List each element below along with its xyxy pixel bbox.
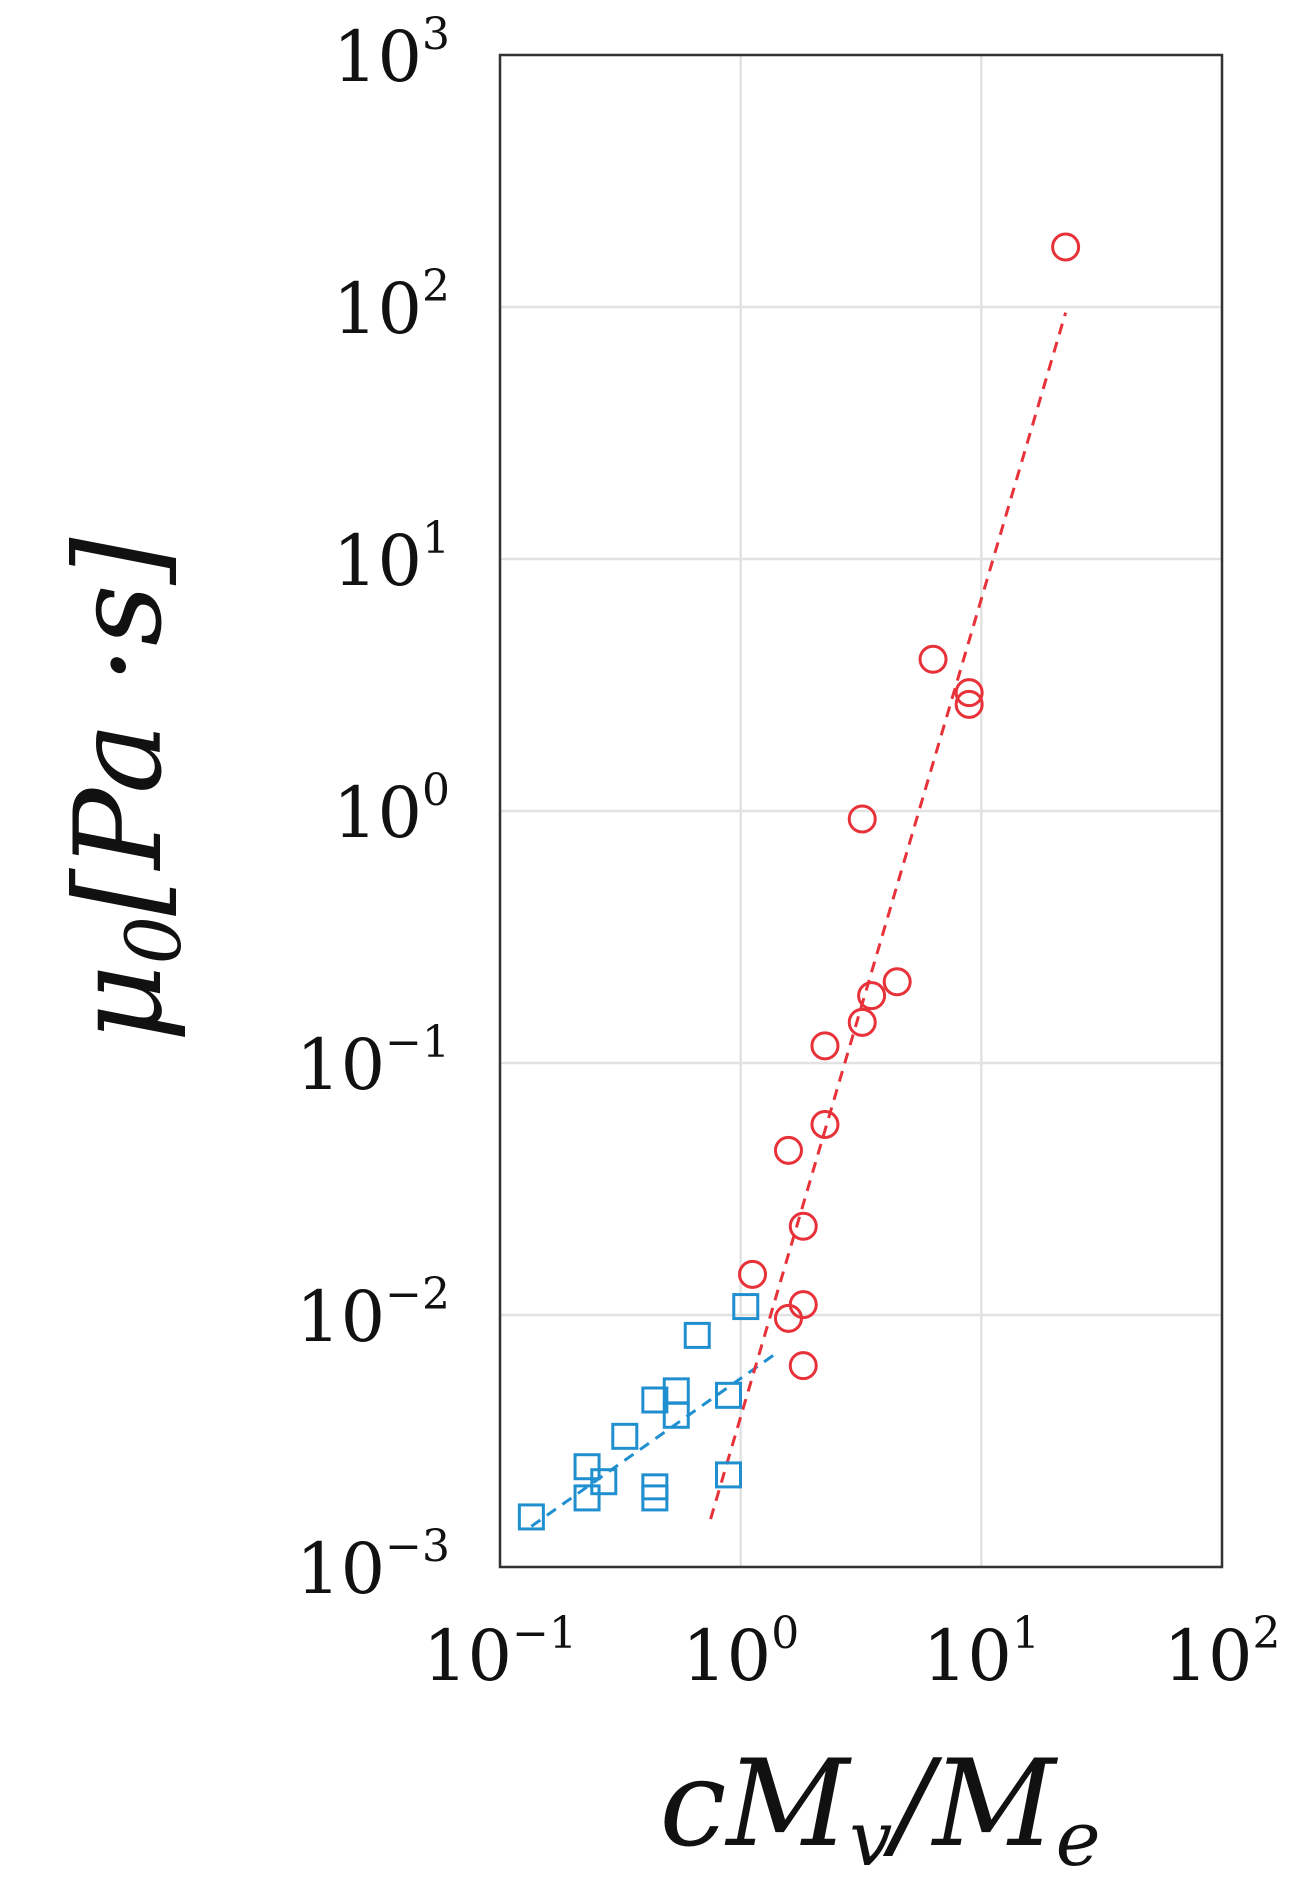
data-point-series-0-5 (641, 1386, 669, 1414)
data-point-series-1-4 (788, 1290, 818, 1320)
y-tick-label-5: 102 (333, 261, 450, 350)
data-point-series-1-13 (954, 678, 984, 708)
data-point-series-0-4 (611, 1422, 639, 1450)
y-tick-label-0: 10−3 (296, 1521, 450, 1610)
data-point-series-1-5 (788, 1351, 818, 1381)
data-point-series-0-13 (732, 1293, 760, 1321)
data-point-series-0-9 (662, 1401, 690, 1429)
data-points (517, 232, 1081, 1531)
data-point-series-0-10 (683, 1321, 711, 1349)
grid-lines (498, 53, 1224, 1569)
data-point-series-1-14 (954, 689, 984, 719)
y-tick-label-1: 10−2 (296, 1269, 450, 1358)
y-tick-label-6: 103 (333, 9, 450, 98)
data-point-series-0-2 (573, 1484, 601, 1512)
data-point-series-1-1 (773, 1303, 803, 1333)
data-point-series-1-10 (882, 967, 912, 997)
fit-line-series-1 (709, 312, 1068, 1520)
y-tick-label-3: 100 (333, 765, 450, 854)
data-point-series-1-6 (810, 1110, 840, 1140)
data-point-series-0-3 (590, 1468, 618, 1496)
data-point-series-1-15 (1051, 232, 1081, 262)
data-point-series-1-3 (788, 1211, 818, 1241)
data-point-series-1-2 (773, 1135, 803, 1165)
data-point-series-0-0 (517, 1503, 545, 1531)
data-point-series-0-11 (714, 1381, 742, 1409)
x-tick-label-0: 10−1 (423, 1608, 577, 1697)
data-point-series-1-12 (918, 644, 948, 674)
y-axis-label: μ0[Pa ·s] (50, 537, 198, 1042)
x-tick-label-1: 100 (682, 1608, 799, 1697)
plot-area-frame (498, 53, 1224, 1569)
data-point-series-1-0 (738, 1259, 768, 1289)
data-point-series-1-11 (847, 804, 877, 834)
x-axis-ticks: 10−1 100 101 102 (423, 1608, 1281, 1697)
fit-lines (530, 312, 1068, 1528)
fit-line-series-0 (530, 1349, 781, 1528)
data-point-series-0-1 (573, 1453, 601, 1481)
x-tick-label-3: 102 (1163, 1608, 1280, 1697)
y-tick-label-4: 101 (333, 513, 450, 602)
data-point-series-0-12 (714, 1461, 742, 1489)
x-axis-label: cMv/Me (659, 1735, 1100, 1883)
y-tick-label-2: 10−1 (296, 1017, 450, 1106)
x-tick-label-2: 101 (923, 1608, 1040, 1697)
data-point-series-0-7 (641, 1484, 669, 1512)
y-axis-ticks: 10−3 10−2 10−1 100 101 102 103 (296, 9, 450, 1610)
data-point-series-1-8 (847, 1007, 877, 1037)
data-point-series-1-9 (857, 981, 887, 1011)
data-point-series-1-7 (810, 1031, 840, 1061)
